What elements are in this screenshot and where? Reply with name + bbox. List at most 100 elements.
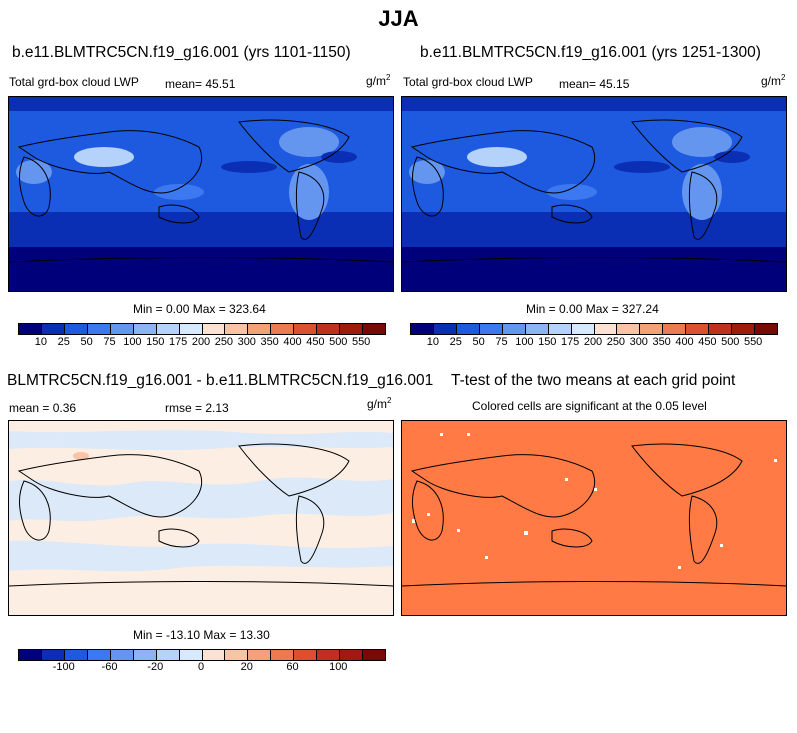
coastlines bbox=[402, 119, 786, 263]
atlantic-low bbox=[321, 151, 357, 163]
colorbar-lwp-1 bbox=[18, 323, 386, 335]
arctic-band bbox=[9, 97, 393, 111]
north-america-outline bbox=[238, 119, 350, 173]
panel1-mean-value: 45.51 bbox=[205, 77, 236, 91]
antarctica-outline bbox=[9, 256, 393, 263]
colorbar-swatch bbox=[363, 650, 385, 660]
south-america-region bbox=[289, 164, 329, 220]
colorbar-swatch bbox=[271, 324, 295, 334]
panel2-variable: Total grd-box cloud LWP bbox=[403, 75, 533, 89]
north-america-region bbox=[279, 127, 339, 157]
africa-outline bbox=[19, 480, 51, 541]
colorbar-swatch bbox=[248, 650, 272, 660]
non-significant-cells bbox=[412, 433, 777, 569]
tropical-negative-band bbox=[9, 477, 393, 522]
colorbar-difference bbox=[18, 649, 386, 661]
colorbar-swatch bbox=[294, 324, 318, 334]
coastlines bbox=[9, 119, 393, 263]
colorbar-swatch bbox=[548, 324, 572, 334]
eurasia-outline bbox=[17, 454, 203, 518]
colorbar-label: 50 bbox=[472, 336, 485, 348]
maritime-region bbox=[154, 184, 204, 200]
map-lwp-1101-1150 bbox=[8, 96, 394, 292]
colorbar-swatch bbox=[340, 324, 364, 334]
colorbar-swatch bbox=[571, 324, 595, 334]
africa-outline bbox=[19, 156, 51, 217]
colorbar-swatch bbox=[640, 324, 664, 334]
colorbar-swatch bbox=[709, 324, 733, 334]
south-america-region bbox=[682, 164, 722, 220]
colorbar-swatch bbox=[19, 650, 42, 660]
cell bbox=[678, 566, 681, 569]
panel3-units: g/m2 bbox=[367, 396, 391, 411]
south-america-outline bbox=[295, 171, 325, 240]
colorbar-swatch bbox=[363, 324, 385, 334]
colorbar-label: 25 bbox=[57, 336, 70, 348]
pacific-low bbox=[614, 161, 670, 173]
colorbar-label: 550 bbox=[743, 336, 763, 348]
colorbar-swatch bbox=[41, 650, 65, 660]
panel2-mean-value: 45.15 bbox=[599, 77, 630, 91]
colorbar-label: 175 bbox=[560, 336, 580, 348]
panel1-mean: mean= 45.51 bbox=[165, 77, 235, 91]
colorbar-swatch bbox=[202, 650, 226, 660]
colorbar-label: 175 bbox=[168, 336, 188, 348]
colorbar-label: 300 bbox=[237, 336, 256, 348]
coastlines bbox=[9, 443, 393, 587]
cell bbox=[594, 488, 597, 491]
cell bbox=[565, 478, 568, 481]
africa-outline bbox=[412, 480, 444, 541]
panel3-mean-value: 0.36 bbox=[52, 401, 77, 415]
colorbar-label: 25 bbox=[449, 336, 462, 348]
map-lwp-1251-1300 bbox=[401, 96, 787, 292]
colorbar-label: 350 bbox=[652, 336, 671, 348]
colorbar-label: 300 bbox=[629, 336, 648, 348]
colorbar-swatch bbox=[19, 324, 42, 334]
colorbar-label: 550 bbox=[351, 336, 371, 348]
colorbar-label: 250 bbox=[606, 336, 626, 348]
southern-band bbox=[9, 212, 393, 247]
colorbar-label: 200 bbox=[191, 336, 211, 348]
colorbar-label: 60 bbox=[286, 661, 299, 673]
colorbar-swatch bbox=[686, 324, 710, 334]
panel3-rmse-label: rmse = bbox=[165, 401, 203, 415]
africa-region bbox=[409, 160, 445, 184]
map-ttest-significance bbox=[401, 420, 787, 616]
eurasia-outline bbox=[17, 130, 203, 194]
colorbar-swatch bbox=[411, 324, 434, 334]
cell bbox=[440, 433, 443, 436]
africa-region bbox=[16, 160, 52, 184]
north-america-outline bbox=[238, 443, 350, 497]
colorbar-label: 50 bbox=[80, 336, 93, 348]
season-title: JJA bbox=[378, 6, 419, 31]
panel2-units-text: g/m bbox=[761, 74, 782, 88]
panel2-units: g/m2 bbox=[761, 73, 785, 88]
antarctica-outline bbox=[9, 580, 393, 587]
colorbar-label: 150 bbox=[146, 336, 165, 348]
cell bbox=[467, 433, 470, 436]
coastlines bbox=[402, 443, 786, 587]
northern-negative-band bbox=[9, 430, 393, 451]
colorbar-lwp-2 bbox=[410, 323, 778, 335]
panel3-mean: mean = 0.36 bbox=[9, 401, 76, 415]
colorbar-swatch bbox=[456, 324, 480, 334]
antarctic-band bbox=[9, 247, 393, 291]
colorbar-label: 100 bbox=[329, 661, 348, 673]
panel2-units-exp: 2 bbox=[781, 73, 786, 82]
colorbar-label: -60 bbox=[101, 661, 118, 673]
colorbar-label: 150 bbox=[538, 336, 557, 348]
colorbar-swatch bbox=[179, 324, 203, 334]
colorbar-label: 400 bbox=[283, 336, 302, 348]
panel2-minmax: Min = 0.00 Max = 327.24 bbox=[526, 302, 659, 316]
south-america-outline bbox=[295, 495, 325, 564]
colorbar-swatch bbox=[433, 324, 457, 334]
colorbar-swatch bbox=[87, 324, 111, 334]
australia-outline bbox=[158, 528, 200, 548]
colorbar-swatch bbox=[617, 324, 641, 334]
colorbar-swatch bbox=[225, 650, 249, 660]
colorbar-swatch bbox=[294, 650, 318, 660]
colorbar-swatch bbox=[156, 324, 180, 334]
colorbar-swatch bbox=[271, 650, 295, 660]
panel3-case-title: BLMTRC5CN.f19_g16.001 - b.e11.BLMTRC5CN.… bbox=[7, 372, 434, 389]
panel3-rmse-value: 2.13 bbox=[205, 401, 229, 415]
